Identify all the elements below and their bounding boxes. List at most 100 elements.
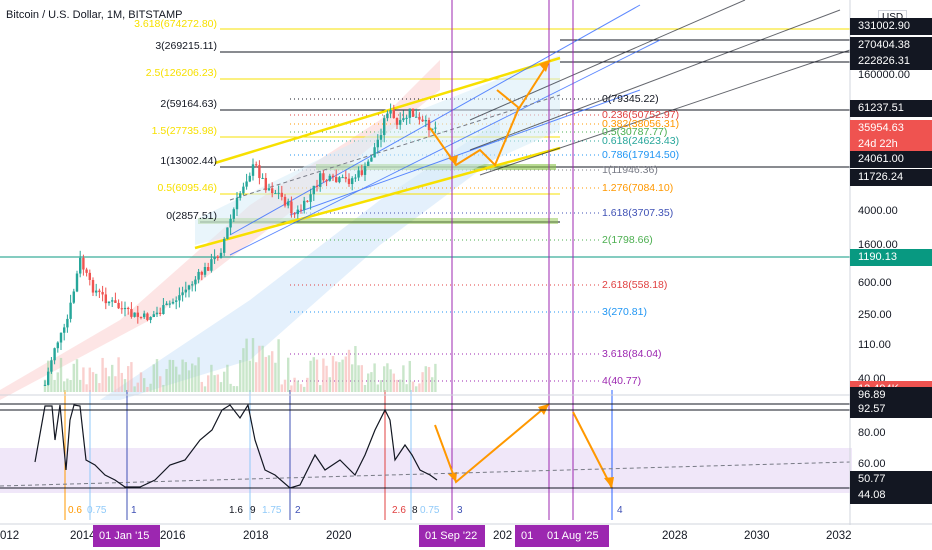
time-axis-label[interactable]: 2016 — [160, 530, 186, 542]
fib-extension-label: 1.5(27735.98) — [151, 125, 217, 137]
candle-body — [261, 177, 264, 179]
candle-body — [335, 177, 338, 183]
candle-body — [245, 181, 248, 187]
volume-bar — [50, 363, 53, 392]
fib-extension-label: 1(13002.44) — [160, 155, 217, 167]
time-axis-highlight[interactable]: 01 — [515, 525, 549, 547]
price-scale-label[interactable]: 110.00 — [858, 339, 891, 351]
time-axis-highlight[interactable]: 01 Sep '22 — [419, 525, 485, 547]
time-axis-label[interactable]: 012 — [0, 530, 20, 542]
candle-body — [367, 161, 370, 167]
time-axis-label[interactable]: 2018 — [243, 530, 269, 542]
fib-extension-label: 0(2857.51) — [166, 210, 217, 222]
price-scale-label[interactable]: 35954.63 — [850, 120, 932, 137]
dark-trend-lines — [469, 0, 851, 176]
time-axis-label[interactable]: 2032 — [826, 530, 852, 542]
price-scale-label[interactable]: 1600.00 — [858, 239, 898, 251]
candle-body — [386, 113, 389, 119]
volume-bar — [123, 379, 127, 392]
oscillator-scale-label[interactable]: 96.89 — [850, 387, 932, 404]
volume-bar — [402, 365, 405, 392]
price-scale-label[interactable]: 222826.31 — [850, 53, 932, 70]
volume-bar — [203, 386, 207, 392]
candle-body — [405, 117, 408, 119]
volume-bar — [245, 338, 248, 392]
oscillator-scale-label[interactable]: 44.08 — [850, 487, 932, 504]
price-scale-label[interactable]: 270404.38 — [850, 37, 932, 54]
volume-bar — [319, 385, 322, 392]
volume-bar — [386, 363, 389, 392]
time-axis-label[interactable]: 2030 — [744, 530, 770, 542]
volume-bar — [133, 386, 136, 392]
oscillator-scale-label[interactable]: 80.00 — [858, 427, 886, 439]
cycle-label: 2 — [295, 505, 301, 516]
fib-retracement-label: 0.382(38056.31) — [602, 118, 680, 130]
volume-bar — [197, 357, 200, 392]
volume-bar — [293, 377, 296, 392]
volume-bar — [392, 373, 395, 392]
candle-body — [152, 314, 155, 318]
price-scale-label[interactable]: 160000.00 — [858, 69, 910, 81]
volume-bar — [389, 369, 392, 392]
candle-body — [213, 256, 216, 260]
oscillator-scale-label[interactable]: 60.00 — [858, 458, 886, 470]
time-axis-highlight[interactable]: 01 Jan '15 — [93, 525, 160, 547]
candle-body — [415, 116, 418, 118]
oscillator-scale-label[interactable]: 92.57 — [850, 401, 932, 418]
volume-bar — [264, 356, 267, 392]
price-scale-label[interactable]: 331002.90 — [850, 18, 932, 35]
volume-bar — [79, 379, 82, 392]
price-scale-label[interactable]: 11726.24 — [850, 169, 932, 186]
candle-body — [232, 209, 235, 219]
cycle-label: 3 — [457, 505, 463, 516]
price-scale-label[interactable]: 24d 22h — [850, 136, 932, 153]
price-scale-label[interactable]: 1190.13 — [850, 249, 932, 266]
volume-bar — [226, 364, 229, 392]
candle-body — [223, 238, 226, 253]
volume-bar — [104, 367, 107, 392]
volume-bar — [91, 372, 95, 392]
volume-bar — [239, 360, 242, 392]
time-axis-label[interactable]: 202 — [493, 530, 513, 542]
candle-body — [370, 157, 373, 162]
price-scale-label[interactable]: 250.00 — [858, 309, 892, 321]
volume-bar — [415, 386, 418, 392]
time-axis-label[interactable]: 2020 — [326, 530, 352, 542]
volume-bar — [367, 373, 370, 392]
volume-bar — [82, 367, 85, 392]
price-scale-label[interactable]: 600.00 — [858, 277, 892, 289]
time-axis-highlight[interactable]: 01 Aug '25 — [541, 525, 609, 547]
cycle-label: 2.6 — [392, 505, 406, 516]
cycle-label: 8 — [412, 505, 418, 516]
candle-body — [408, 108, 411, 118]
symbol-title[interactable]: Bitcoin / U.S. Dollar, 1M, BITSTAMP — [6, 9, 183, 21]
candle-body — [216, 256, 219, 258]
volume-bar — [223, 371, 226, 392]
candle-body — [299, 209, 303, 211]
time-axis-label[interactable]: 2014 — [70, 530, 96, 542]
volume-bar — [98, 383, 101, 392]
time-axis-label[interactable]: 2028 — [662, 530, 688, 542]
candle-body — [319, 173, 322, 187]
candle-body — [139, 316, 143, 318]
candle-body — [239, 193, 242, 198]
volume-bar — [232, 386, 235, 392]
candle-body — [264, 177, 267, 191]
price-scale-label[interactable]: 61237.51 — [850, 100, 932, 117]
price-scale-label[interactable]: 24061.00 — [850, 151, 932, 168]
dashed-trend — [229, 94, 561, 201]
candle-body — [136, 312, 139, 317]
volume-bar — [242, 348, 245, 392]
price-scale-label[interactable]: 4000.00 — [858, 205, 898, 217]
candle-body — [341, 177, 344, 179]
candle-body — [95, 290, 98, 293]
candle-body — [434, 127, 437, 129]
support-zone-lower — [198, 218, 558, 224]
oscillator-scale-label[interactable]: 50.77 — [850, 471, 932, 488]
volume-bar — [325, 365, 328, 392]
volume-bar — [373, 363, 376, 392]
volume-bar — [130, 362, 133, 392]
volume-bar — [255, 362, 258, 392]
